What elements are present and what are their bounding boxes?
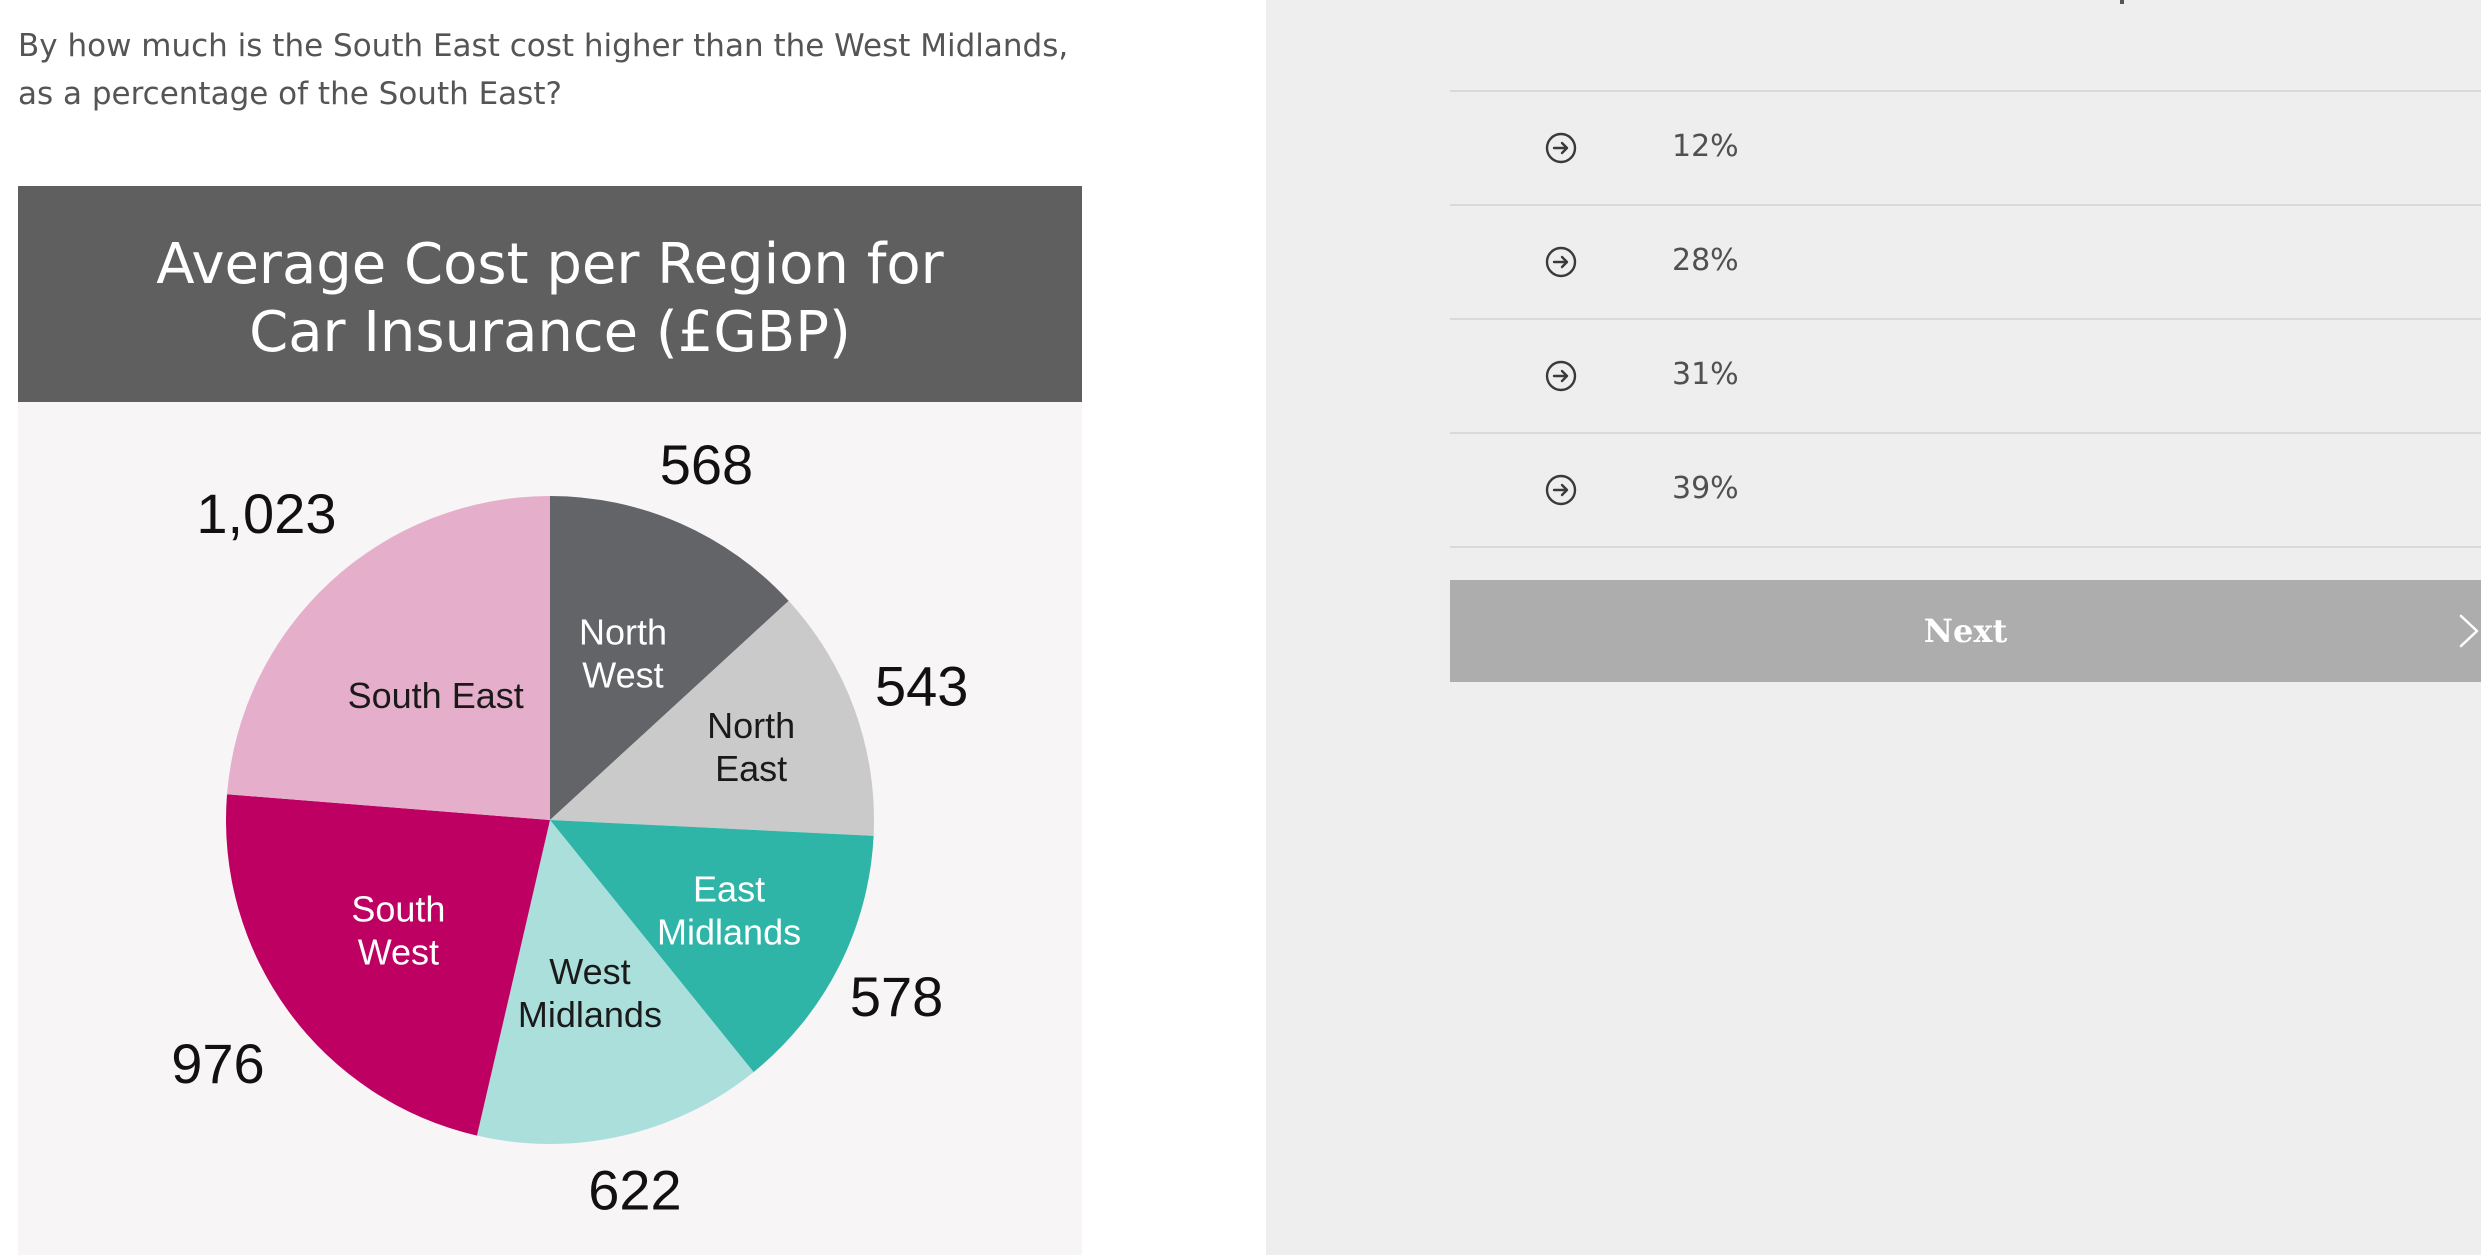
slice-label: South East xyxy=(348,675,524,716)
slice-value-label: 543 xyxy=(875,655,968,718)
answer-option-2[interactable]: 28% xyxy=(1450,206,2481,320)
header-edge-mark xyxy=(2120,0,2124,4)
answer-pane: 12% 28% 31% 39% Next xyxy=(1266,0,2481,1255)
pie-slice xyxy=(550,496,789,820)
slice-label: East Midlands xyxy=(657,869,801,953)
chart-title: Average Cost per Region for Car Insuranc… xyxy=(18,231,1082,367)
slice-label: North West xyxy=(579,611,667,695)
arrow-right-circle-icon xyxy=(1545,360,1577,392)
answer-label: 39% xyxy=(1672,471,1739,506)
slice-label: West Midlands xyxy=(518,951,662,1035)
answer-option-3[interactable]: 31% xyxy=(1450,320,2481,434)
question-pane: By how much is the South East cost highe… xyxy=(18,28,1082,1255)
slice-value-label: 622 xyxy=(588,1158,681,1221)
pie-slice xyxy=(476,820,754,1144)
arrow-right-circle-icon xyxy=(1545,474,1577,506)
next-button[interactable]: Next xyxy=(1450,580,2481,682)
pie-chart: North West 568 North East 543 East Midlands 578 W… xyxy=(171,433,968,1221)
arrow-right-circle-icon xyxy=(1545,246,1577,278)
answer-list: 12% 28% 31% 39% xyxy=(1450,90,2481,548)
pie-chart-card: Average Cost per Region for Car Insuranc… xyxy=(18,186,1082,1255)
chart-title-line-1: Average Cost per Region for xyxy=(156,232,944,297)
answer-label: 28% xyxy=(1672,243,1739,278)
answer-option-4[interactable]: 39% xyxy=(1450,434,2481,548)
answer-label: 12% xyxy=(1672,129,1739,164)
slice-value-label: 578 xyxy=(850,965,943,1028)
slice-value-label: 568 xyxy=(660,433,753,496)
arrow-right-circle-icon xyxy=(1545,132,1577,164)
slice-label: South West xyxy=(351,889,445,973)
answer-label: 31% xyxy=(1672,357,1739,392)
next-button-label: Next xyxy=(1923,612,2008,650)
pie-slice xyxy=(550,820,874,1073)
pie-slice xyxy=(550,600,874,836)
slice-value-label: 1,023 xyxy=(196,482,336,545)
chevron-right-icon xyxy=(2459,614,2479,648)
answer-option-1[interactable]: 12% xyxy=(1450,92,2481,206)
question-text: By how much is the South East cost highe… xyxy=(18,28,1069,112)
slice-label: North East xyxy=(707,705,795,789)
pie-slice xyxy=(225,794,550,1136)
slice-value-label: 976 xyxy=(171,1032,264,1095)
chart-header: Average Cost per Region for Car Insuranc… xyxy=(18,186,1082,402)
pie-slice xyxy=(227,496,550,820)
chart-title-line-2: Car Insurance (£GBP) xyxy=(249,300,851,365)
